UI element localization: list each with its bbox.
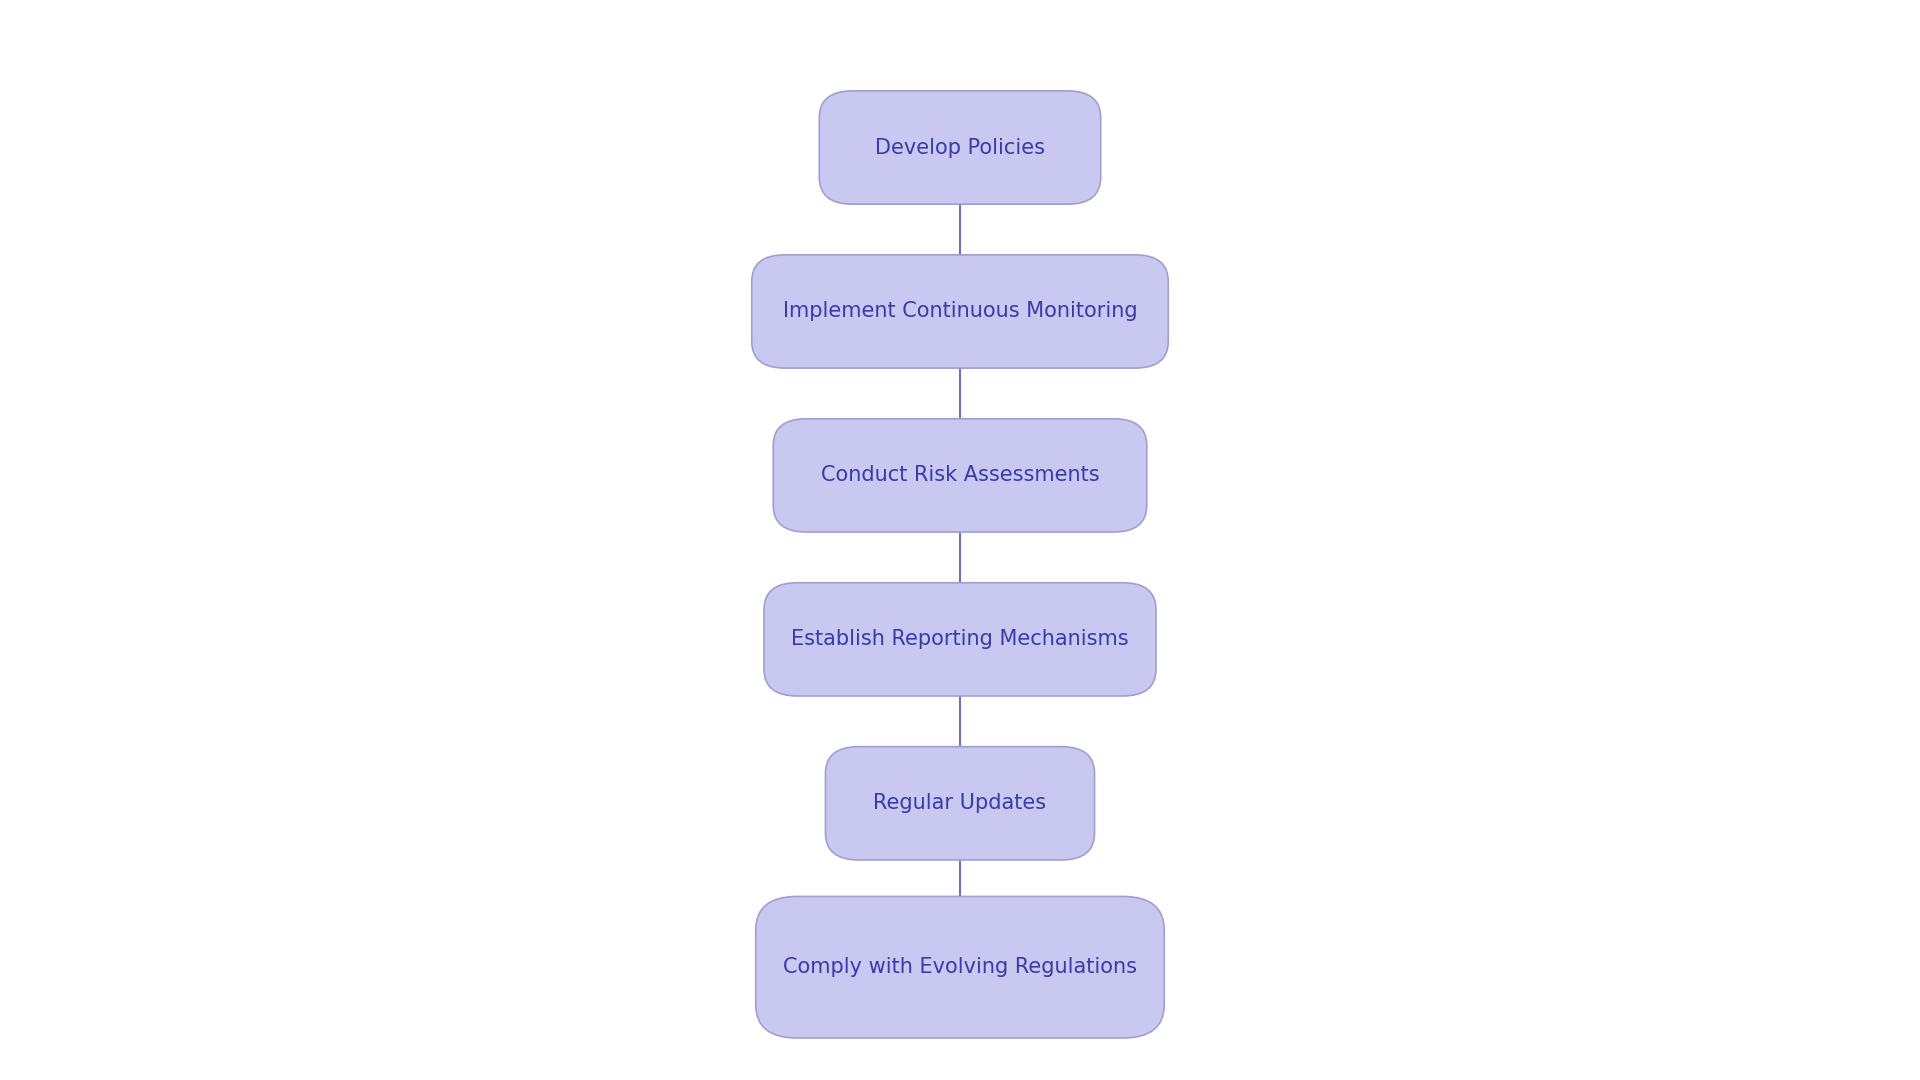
FancyBboxPatch shape — [753, 255, 1167, 368]
FancyBboxPatch shape — [826, 746, 1094, 860]
Text: Implement Continuous Monitoring: Implement Continuous Monitoring — [783, 301, 1137, 322]
Text: Regular Updates: Regular Updates — [874, 794, 1046, 813]
Text: Conduct Risk Assessments: Conduct Risk Assessments — [820, 465, 1100, 485]
FancyBboxPatch shape — [764, 583, 1156, 696]
Text: Develop Policies: Develop Policies — [876, 137, 1044, 158]
Text: Establish Reporting Mechanisms: Establish Reporting Mechanisms — [791, 630, 1129, 649]
FancyBboxPatch shape — [756, 896, 1164, 1038]
FancyBboxPatch shape — [820, 91, 1100, 204]
Text: Comply with Evolving Regulations: Comply with Evolving Regulations — [783, 957, 1137, 977]
FancyBboxPatch shape — [774, 419, 1146, 532]
